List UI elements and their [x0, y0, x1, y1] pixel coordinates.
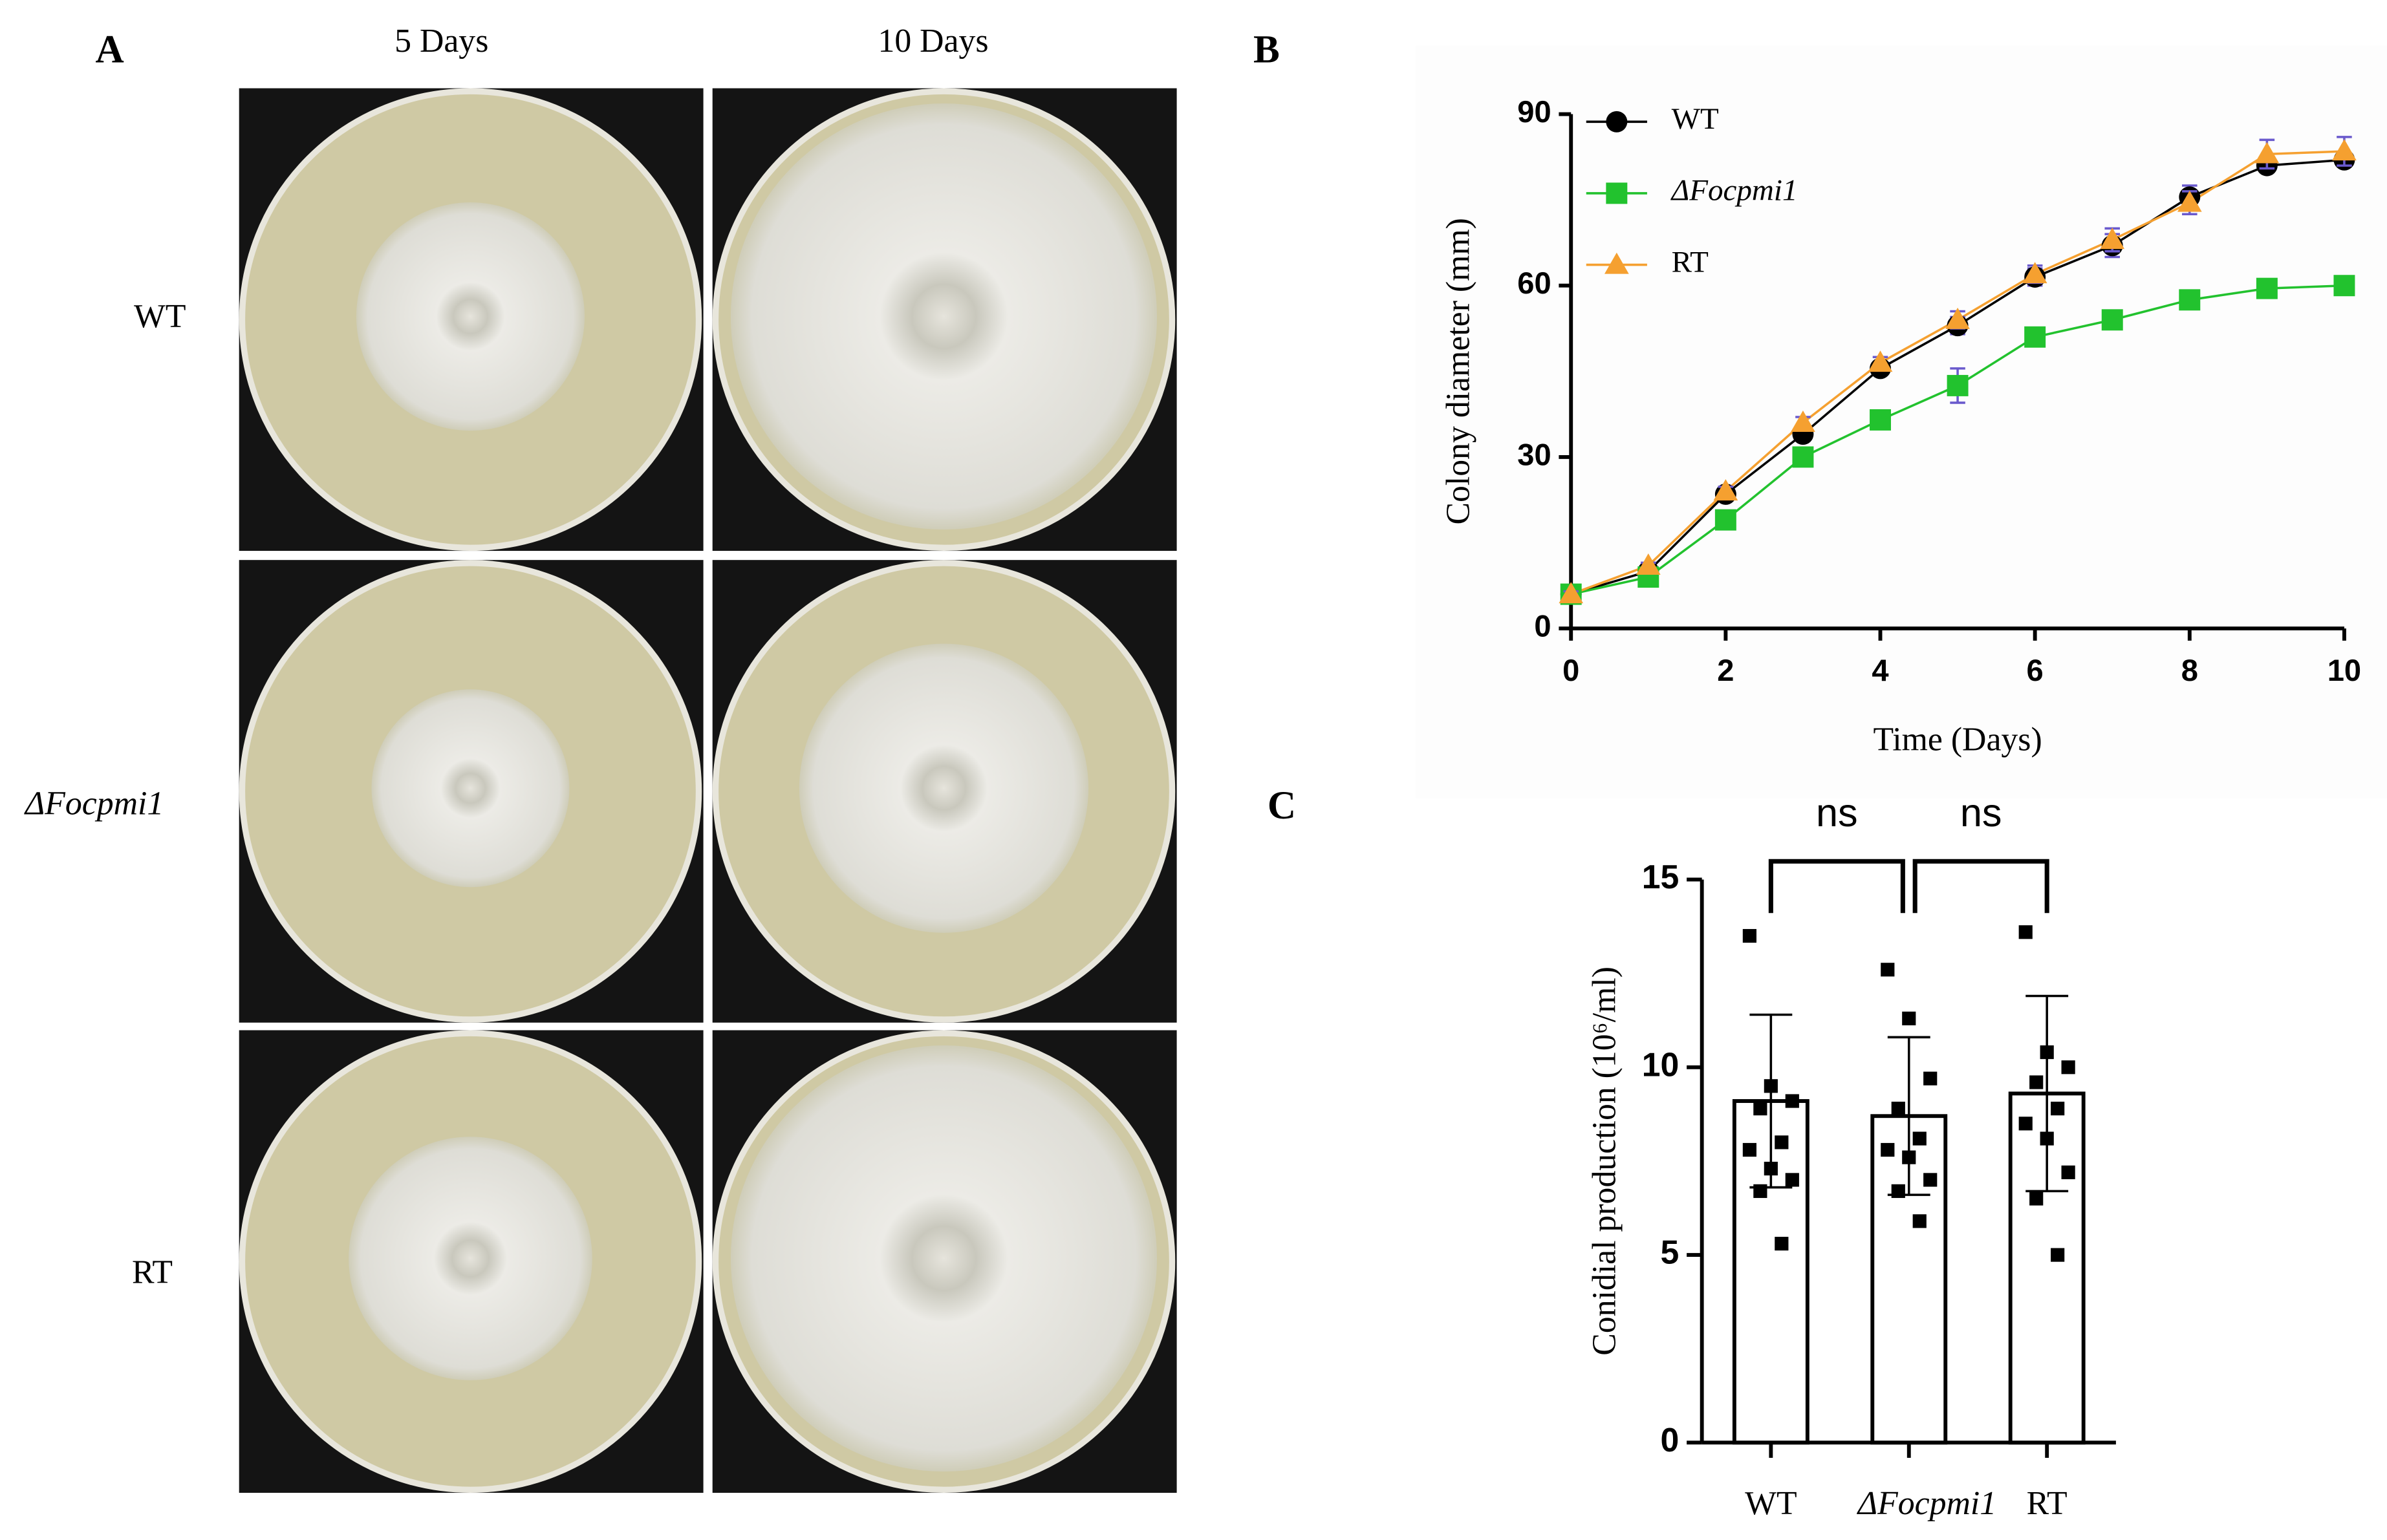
- data-point: [1881, 963, 1895, 977]
- row-label: ΔFocpmi1: [24, 785, 164, 822]
- marker: [1791, 411, 1815, 432]
- y-tick-label: 5: [1661, 1234, 1680, 1271]
- x-tick-label: 10: [2328, 653, 2361, 687]
- y-axis-label: Conidial production (10⁶/ml): [1586, 967, 1623, 1356]
- x-tick-label: 0: [1562, 653, 1579, 687]
- colony: [371, 689, 570, 888]
- data-point: [1775, 1237, 1789, 1251]
- data-point: [1912, 1214, 1927, 1228]
- data-point: [2029, 1075, 2044, 1089]
- marker: [1606, 111, 1628, 133]
- data-point: [1923, 1173, 1938, 1187]
- x-tick-label: WT: [1745, 1485, 1797, 1522]
- data-point: [1923, 1071, 1938, 1085]
- marker: [2022, 262, 2047, 284]
- y-tick-label: 0: [1534, 609, 1551, 643]
- y-tick-label: 15: [1642, 858, 1680, 895]
- marker: [2179, 289, 2201, 311]
- marker: [1947, 374, 1969, 396]
- data-point: [1742, 928, 1756, 943]
- marker: [1606, 182, 1628, 204]
- data-point: [2051, 1248, 2065, 1262]
- data-point: [1902, 1150, 1916, 1164]
- x-tick-label: RT: [2027, 1485, 2068, 1522]
- legend-label: ΔFocpmi1: [1670, 174, 1798, 208]
- marker: [1868, 350, 1893, 372]
- colony: [730, 103, 1158, 530]
- legend-label: WT: [1672, 102, 1719, 136]
- marker: [2024, 326, 2046, 348]
- column-label: 5 Days: [394, 23, 488, 59]
- y-tick-label: 60: [1517, 266, 1551, 300]
- data-point: [1753, 1184, 1767, 1198]
- marker: [2101, 309, 2123, 331]
- annotation: ns: [1960, 791, 2002, 835]
- data-point: [1785, 1173, 1799, 1187]
- marker: [2254, 142, 2280, 164]
- y-tick-label: 30: [1517, 437, 1551, 471]
- y-tick-label: 0: [1661, 1421, 1680, 1459]
- significance-bracket: [1768, 859, 1905, 914]
- marker: [1792, 446, 1814, 468]
- data-point: [2018, 925, 2033, 939]
- data-point: [2040, 1131, 2054, 1146]
- error-bar: [2025, 994, 2069, 1193]
- row-label: RT: [132, 1254, 173, 1290]
- marker: [2256, 277, 2278, 299]
- data-point: [1891, 1184, 1905, 1198]
- marker: [1604, 252, 1629, 274]
- x-tick-label: 2: [1717, 653, 1734, 687]
- data-point: [1753, 1102, 1767, 1116]
- marker: [1713, 479, 1738, 501]
- marker: [1870, 409, 1891, 431]
- x-tick-label: ΔFocpmi1: [1857, 1485, 1996, 1522]
- data-point: [2061, 1060, 2075, 1075]
- data-point: [2029, 1192, 2044, 1206]
- data-point: [2040, 1045, 2054, 1060]
- colony: [799, 643, 1089, 933]
- panel-label: A: [96, 27, 124, 71]
- marker: [1714, 509, 1736, 531]
- data-point: [2061, 1165, 2075, 1179]
- legend-label: RT: [1672, 245, 1709, 279]
- data-point: [1785, 1094, 1799, 1108]
- data-point: [2051, 1102, 2065, 1116]
- panel-b-background: [1416, 45, 2387, 799]
- annotation: ns: [1816, 791, 1858, 835]
- data-point: [1742, 1142, 1756, 1157]
- data-point: [2018, 1117, 2033, 1131]
- colony: [356, 202, 585, 431]
- data-point: [1764, 1079, 1778, 1093]
- marker: [2100, 228, 2125, 250]
- marker: [1636, 553, 1661, 575]
- x-axis-label: Time (Days): [1873, 722, 2042, 758]
- data-point: [1891, 1102, 1905, 1116]
- panel-label: B: [1253, 27, 1280, 71]
- y-tick-label: 90: [1517, 94, 1551, 129]
- colony: [349, 1137, 592, 1380]
- column-label: 10 Days: [878, 23, 988, 59]
- data-point: [1775, 1135, 1789, 1150]
- panel-label: C: [1268, 784, 1296, 828]
- y-axis-label: Colony diameter (mm): [1440, 218, 1477, 524]
- colony: [730, 1045, 1158, 1472]
- x-tick-label: 6: [2027, 653, 2044, 687]
- marker: [2332, 139, 2357, 161]
- marker: [1559, 582, 1584, 604]
- data-point: [1764, 1161, 1778, 1176]
- x-tick-label: 4: [1872, 653, 1888, 687]
- data-point: [1902, 1011, 1916, 1025]
- significance-bracket: [1912, 859, 2049, 914]
- plate-photos: [239, 88, 1177, 1493]
- row-label: WT: [134, 298, 186, 335]
- data-point: [1881, 1142, 1895, 1157]
- marker: [1945, 307, 1970, 329]
- y-tick-label: 10: [1642, 1045, 1680, 1083]
- data-point: [1912, 1131, 1927, 1146]
- marker: [2177, 190, 2202, 212]
- marker: [2333, 275, 2355, 297]
- x-tick-label: 8: [2181, 653, 2198, 687]
